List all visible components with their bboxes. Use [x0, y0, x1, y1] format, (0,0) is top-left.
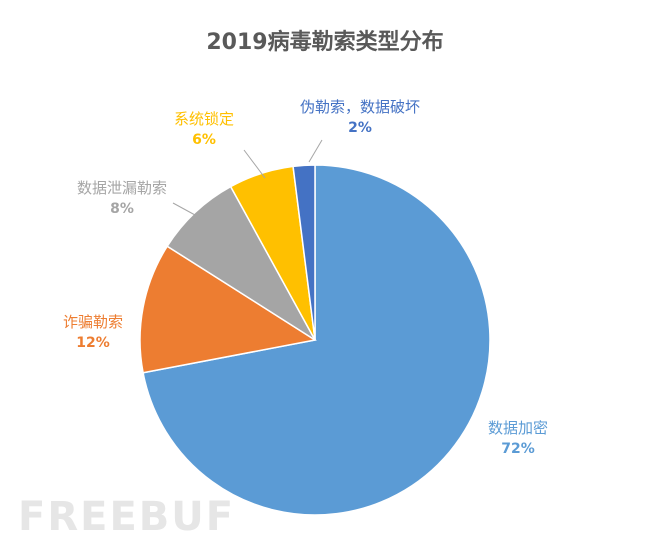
pie-slice	[292, 164, 316, 341]
leader-line	[243, 149, 266, 179]
slice-percent-label: 72%	[501, 441, 535, 457]
pie-slice	[139, 245, 318, 374]
slice-label: 系统锁定	[174, 110, 234, 128]
pie-slice	[142, 164, 491, 516]
chart-title: 2019病毒勒索类型分布	[206, 30, 444, 55]
pie-slices	[139, 164, 491, 516]
slice-label: 数据泄漏勒索	[77, 179, 167, 197]
slice-label: 数据加密	[488, 419, 548, 437]
leader-line	[308, 139, 323, 163]
slice-percent-label: 2%	[348, 120, 372, 136]
slice-percent-label: 6%	[192, 132, 216, 148]
leader-line	[172, 202, 196, 216]
leader-lines	[172, 139, 323, 216]
watermark-logo: FREEBUF	[18, 494, 236, 540]
slice-percent-label: 8%	[110, 201, 134, 217]
slice-label: 诈骗勒索	[63, 313, 123, 331]
slice-percent-label: 12%	[76, 335, 110, 351]
slice-labels: 数据加密 72% 诈骗勒索 12% 数据泄漏勒索 8% 系统锁定 6% 伪勒索，数据破坏 2%	[63, 98, 548, 457]
slice-label: 伪勒索，数据破坏	[300, 98, 420, 116]
